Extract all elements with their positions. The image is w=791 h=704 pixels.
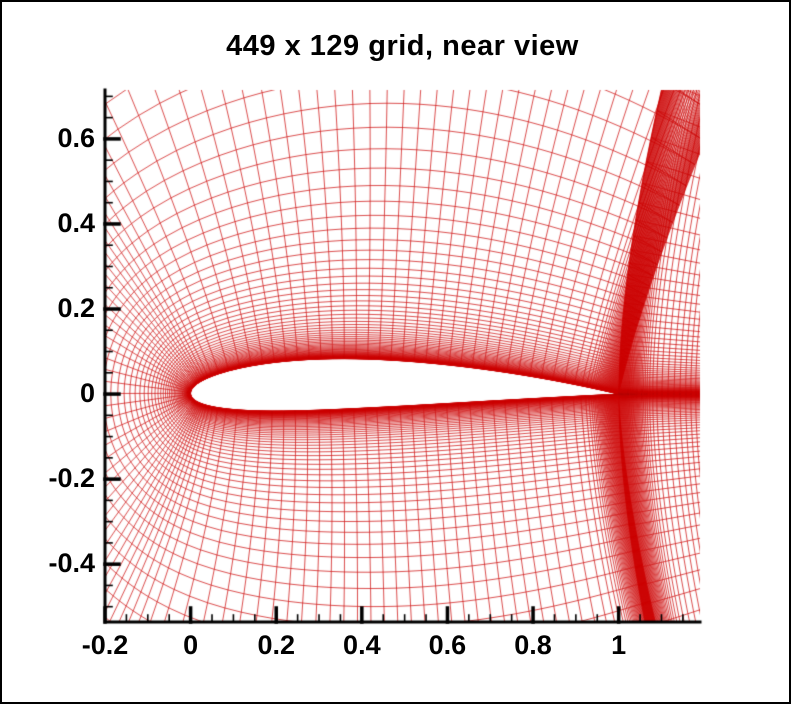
- x-tick-label: -0.2: [81, 630, 129, 660]
- y-tick-label: 0.4: [57, 207, 95, 238]
- x-tick-label: 0: [183, 630, 199, 660]
- x-tick-label: 0.8: [514, 630, 552, 660]
- x-tick-label: 1: [611, 630, 627, 660]
- x-tick-label: 0.2: [257, 630, 295, 660]
- x-tick-label: 0.4: [343, 630, 381, 660]
- y-tick-label: 0.2: [57, 293, 95, 323]
- chart-title: 449 x 129 grid, near view: [226, 30, 579, 62]
- x-tick-label: 0.6: [428, 630, 467, 660]
- y-tick-label: -0.4: [48, 548, 95, 579]
- y-tick-label: 0.6: [57, 122, 95, 153]
- y-tick-label: -0.2: [48, 463, 95, 494]
- y-tick-label: 0: [79, 378, 95, 409]
